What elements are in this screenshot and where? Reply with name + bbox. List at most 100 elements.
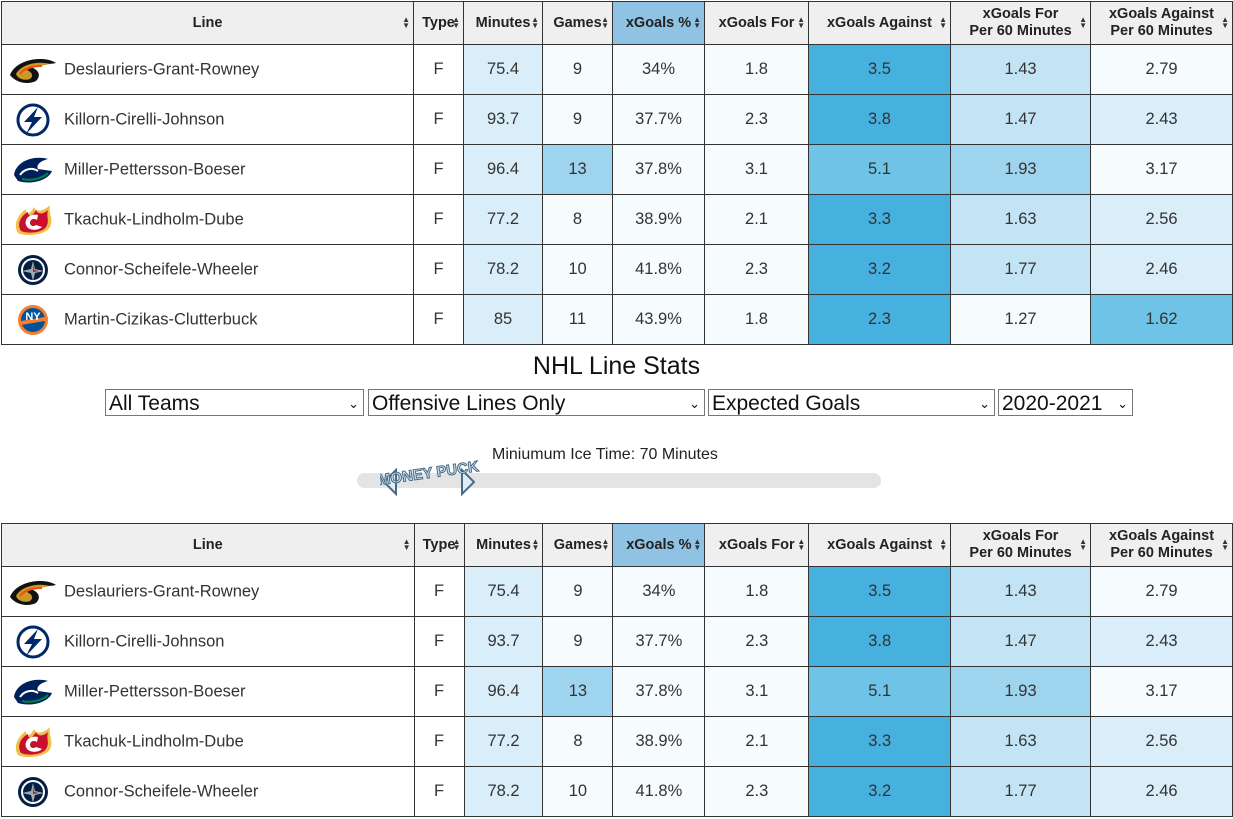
line-cell: Killorn-Cirelli-Johnson [1,616,415,667]
type-cell: F [413,194,464,245]
column-header-label: xGoals Against [827,536,933,553]
line-name: Miller-Pettersson-Boeser [64,160,246,178]
xgoals-against-cell: 3.5 [808,566,952,617]
column-header-label: xGoals For [718,536,795,553]
line-cell: Miller-Pettersson-Boeser [1,666,415,717]
ice-time-slider-handle[interactable]: MONEY PUCK [376,452,480,510]
column-header-type[interactable]: Type ▲ ▼ [413,1,464,45]
sort-arrows-icon: ▲ ▼ [1079,537,1088,552]
line-cell: Killorn-Cirelli-Johnson [1,94,414,145]
line-type-select[interactable]: Offensive Lines Only ⌄ [368,389,705,416]
xgoals-against-per60-cell: 2.56 [1090,194,1233,245]
column-header-label: Type [422,536,456,553]
minutes-cell: 93.7 [463,94,543,145]
moneypuck-logo-icon: MONEY PUCK [376,458,480,497]
type-cell: F [413,616,465,667]
column-header-games[interactable]: Games ▲ ▼ [542,1,613,45]
column-header-label: Minutes [476,536,531,553]
column-header-type[interactable]: Type ▲ ▼ [413,523,465,567]
column-header-label: Type [422,14,455,31]
flames-logo-icon [8,725,58,759]
xgoals-against-cell: 5.1 [808,666,952,717]
column-header-xgoals[interactable]: xGoals % ▲ ▼ [612,523,706,567]
games-cell: 13 [542,666,614,717]
sort-arrows-icon: ▲ ▼ [1221,15,1229,30]
minutes-cell: 96.4 [463,144,543,195]
xgoals-pct-cell: 34% [612,566,706,617]
type-cell: F [413,294,464,345]
xgoals-for-cell: 1.8 [704,566,810,617]
type-cell: F [413,566,465,617]
metric-select-value: Expected Goals [712,392,861,415]
table-row: Deslauriers-Grant-Rowney F 75.4 9 34% 1.8 3.5 1… [1,44,1233,95]
xgoals-for-per60-cell: 1.63 [950,194,1091,245]
lightning-logo-icon [8,625,58,659]
column-header-xgoals-for-per-60-minutes[interactable]: xGoals For Per 60 Minutes ▲ ▼ [950,523,1092,567]
xgoals-pct-cell: 37.8% [612,666,706,717]
column-header-label: xGoals Against Per 60 Minutes [1108,6,1215,39]
games-cell: 10 [542,766,614,817]
xgoals-against-cell: 3.8 [808,616,952,667]
type-cell: F [413,716,465,767]
xgoals-pct-cell: 43.9% [612,294,705,345]
chevron-down-icon: ⌄ [1117,396,1128,411]
line-name: Miller-Pettersson-Boeser [64,682,246,700]
column-header-line[interactable]: Line ▲ ▼ [1,523,415,567]
xgoals-for-per60-cell: 1.27 [950,294,1091,345]
ducks-logo-icon [8,575,58,609]
games-cell: 8 [542,194,613,245]
column-header-line[interactable]: Line ▲ ▼ [1,1,414,45]
sort-arrows-icon: ▲ ▼ [693,15,701,30]
column-header-minutes[interactable]: Minutes ▲ ▼ [463,1,543,45]
xgoals-for-per60-cell: 1.47 [950,94,1091,145]
xgoals-against-per60-cell: 3.17 [1090,666,1233,717]
xgoals-for-cell: 2.3 [704,94,809,145]
column-header-xgoals[interactable]: xGoals % ▲ ▼ [612,1,705,45]
minutes-cell: 75.4 [463,44,543,95]
team-select-value: All Teams [109,392,200,415]
xgoals-pct-cell: 37.7% [612,94,705,145]
metric-select[interactable]: Expected Goals ⌄ [708,389,995,416]
xgoals-against-per60-cell: 2.56 [1090,716,1233,767]
season-select[interactable]: 2020-2021 ⌄ [998,389,1133,416]
xgoals-against-per60-cell: 2.46 [1090,244,1233,295]
column-header-xgoals-against-per-60-minutes[interactable]: xGoals Against Per 60 Minutes ▲ ▼ [1090,1,1233,45]
column-header-minutes[interactable]: Minutes ▲ ▼ [463,523,544,567]
line-cell: Tkachuk-Lindholm-Dube [1,716,415,767]
type-cell: F [413,244,464,295]
xgoals-against-cell: 3.3 [808,716,952,767]
xgoals-for-cell: 3.1 [704,144,809,195]
minutes-cell: 78.2 [463,766,544,817]
season-select-value: 2020-2021 [1002,392,1103,415]
line-name: Tkachuk-Lindholm-Dube [64,732,244,750]
minutes-cell: 77.2 [463,716,544,767]
xgoals-against-per60-cell: 2.79 [1090,566,1233,617]
sort-arrows-icon: ▲ ▼ [797,15,805,30]
line-type-select-value: Offensive Lines Only [372,392,566,415]
column-header-xgoals-against[interactable]: xGoals Against ▲ ▼ [808,523,952,567]
islanders-logo-icon: NY [8,303,58,337]
table-row: Killorn-Cirelli-Johnson F 93.7 9 37.7% 2.3 3.8… [1,616,1233,667]
xgoals-for-cell: 3.1 [704,666,810,717]
column-header-xgoals-against[interactable]: xGoals Against ▲ ▼ [808,1,951,45]
xgoals-against-cell: 3.3 [808,194,951,245]
column-header-xgoals-against-per-60-minutes[interactable]: xGoals Against Per 60 Minutes ▲ ▼ [1090,523,1233,567]
xgoals-pct-cell: 34% [612,44,705,95]
ice-time-slider-track[interactable] [357,473,881,488]
xgoals-pct-cell: 38.9% [612,194,705,245]
minutes-cell: 77.2 [463,194,543,245]
column-header-label: xGoals Against [826,14,933,31]
svg-text:NY: NY [25,311,41,323]
column-header-xgoals-for[interactable]: xGoals For ▲ ▼ [704,523,810,567]
type-cell: F [413,44,464,95]
column-header-xgoals-for-per-60-minutes[interactable]: xGoals For Per 60 Minutes ▲ ▼ [950,1,1091,45]
line-name: Martin-Cizikas-Clutterbuck [64,310,258,328]
minutes-cell: 96.4 [463,666,544,717]
line-name: Tkachuk-Lindholm-Dube [64,210,244,228]
column-header-games[interactable]: Games ▲ ▼ [542,523,614,567]
team-select[interactable]: All Teams ⌄ [105,389,364,416]
column-header-xgoals-for[interactable]: xGoals For ▲ ▼ [704,1,809,45]
line-cell: NY Martin-Cizikas-Clutterbuck [1,294,414,345]
xgoals-against-cell: 3.5 [808,44,951,95]
lightning-logo-icon [8,103,58,137]
